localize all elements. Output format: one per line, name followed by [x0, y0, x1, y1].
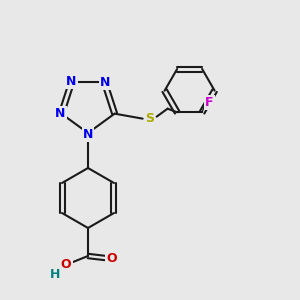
Text: O: O: [61, 257, 71, 271]
Text: N: N: [55, 107, 66, 120]
Text: F: F: [205, 96, 213, 109]
Text: S: S: [145, 112, 154, 125]
Text: N: N: [66, 75, 77, 88]
Text: H: H: [50, 268, 60, 281]
Text: O: O: [107, 251, 117, 265]
Text: N: N: [100, 76, 111, 89]
Text: N: N: [83, 128, 93, 140]
